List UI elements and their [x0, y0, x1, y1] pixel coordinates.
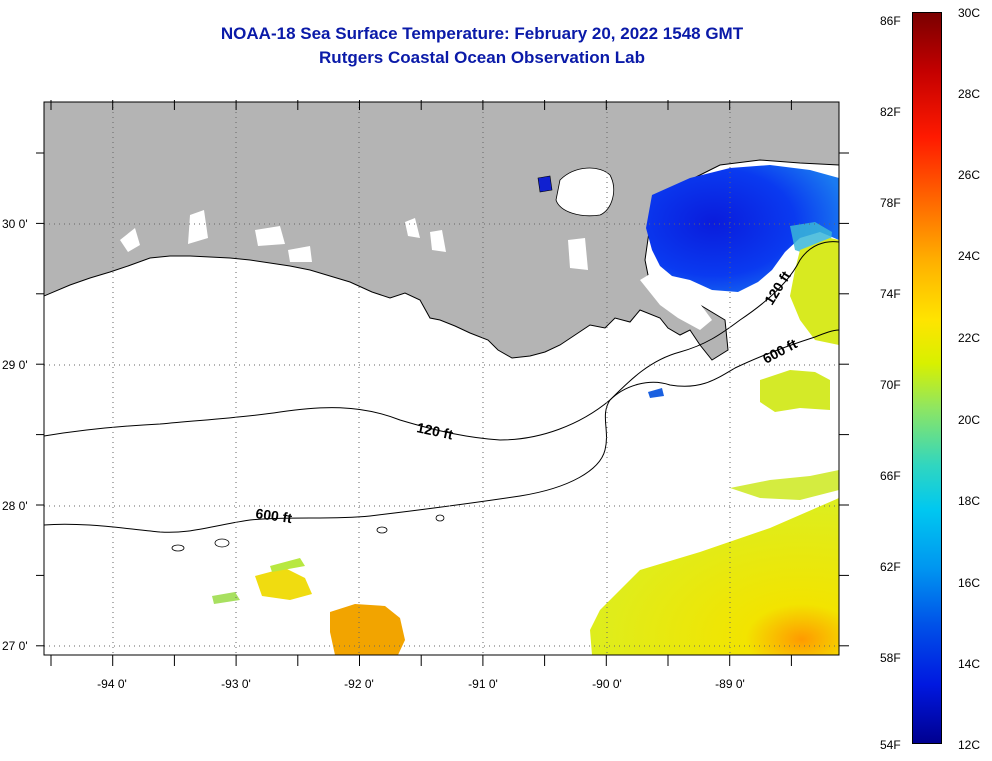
coastal-bay	[640, 265, 712, 330]
inland-water-1	[120, 228, 140, 252]
colorbar-label-c: 24C	[958, 249, 981, 263]
colorbar-label-c: 20C	[958, 413, 981, 427]
bathymetry-island-4	[435, 514, 445, 522]
lat-label: 30 0'	[2, 217, 28, 231]
sst-warm-southeast	[590, 498, 839, 655]
sst-patch-small-blue	[648, 388, 664, 398]
inland-water-4	[288, 246, 312, 262]
sst-patch-southwest-tail	[212, 592, 240, 604]
axis-ticks	[36, 100, 849, 666]
colorbar-label-c: 14C	[958, 657, 981, 671]
lon-label: -94 0'	[97, 677, 127, 691]
map-plot-area: 120 ft 120 ft 600 ft 600 ft	[44, 102, 839, 655]
contour-label-120ft-left: 120 ft	[415, 419, 454, 442]
map-subtitle: Rutgers Coastal Ocean Observation Lab	[319, 48, 645, 67]
map-frame	[43, 101, 840, 656]
sst-patch-east	[790, 238, 839, 345]
lake-maurepas	[537, 175, 553, 193]
colorbar-label-c: 22C	[958, 331, 981, 345]
bathymetry-island-1	[171, 544, 185, 552]
sst-patch-east-mid	[760, 370, 830, 412]
lat-label: 27 0'	[2, 639, 28, 653]
colorbar-label-c: 16C	[958, 576, 981, 590]
lat-label: 29 0'	[2, 358, 28, 372]
lat-label: 28 0'	[2, 499, 28, 513]
colorbar-label-f: 70F	[880, 378, 901, 392]
lon-axis-labels: -94 0' -93 0' -92 0' -91 0' -90 0' -89 0…	[97, 677, 745, 691]
colorbar-label-f: 66F	[880, 469, 901, 483]
colorbar-label-f: 58F	[880, 651, 901, 665]
lon-label: -93 0'	[221, 677, 251, 691]
colorbar-label-f: 74F	[880, 287, 901, 301]
inland-water-7	[568, 238, 588, 270]
map-title: NOAA-18 Sea Surface Temperature: Februar…	[220, 24, 744, 43]
grid-lines	[44, 102, 839, 655]
inland-water-2	[188, 210, 208, 244]
bathymetry-island-2	[214, 538, 230, 548]
colorbar-label-c: 26C	[958, 168, 981, 182]
sst-patch-southwest-2	[270, 558, 305, 572]
inland-water-5	[405, 218, 420, 238]
colorbar-label-f: 54F	[880, 738, 901, 752]
colorbar-label-f: 82F	[880, 105, 901, 119]
colorbar-label-f: 62F	[880, 560, 901, 574]
inland-water-6	[430, 230, 446, 252]
lon-label: -91 0'	[468, 677, 498, 691]
lon-label: -90 0'	[592, 677, 622, 691]
lon-label: -92 0'	[344, 677, 374, 691]
contour-label-600ft-left: 600 ft	[255, 505, 294, 526]
sst-patch-southwest	[255, 568, 312, 600]
lake-pontchartrain	[555, 167, 614, 217]
lat-axis-labels: 30 0' 29 0' 28 0' 27 0'	[2, 217, 28, 653]
lon-label: -89 0'	[715, 677, 745, 691]
bathymetry-island-3	[376, 526, 388, 534]
colorbar-label-f: 86F	[880, 14, 901, 28]
temperature-colorbar	[912, 12, 942, 744]
map-title-block: NOAA-18 Sea Surface Temperature: Februar…	[0, 22, 964, 70]
colorbar-gradient	[912, 12, 942, 744]
colorbar-label-c: 18C	[958, 494, 981, 508]
sst-patch-band	[730, 470, 839, 500]
colorbar-label-c: 12C	[958, 738, 981, 752]
sst-cold-water-mississippi	[646, 165, 839, 292]
colorbar-label-c: 30C	[958, 6, 981, 20]
contour-600ft	[44, 329, 839, 533]
inland-water-3	[255, 226, 285, 246]
contour-120ft	[44, 241, 839, 441]
colorbar-label-c: 28C	[958, 87, 981, 101]
colorbar-label-f: 78F	[880, 196, 901, 210]
sst-warm-south-center	[330, 604, 405, 655]
